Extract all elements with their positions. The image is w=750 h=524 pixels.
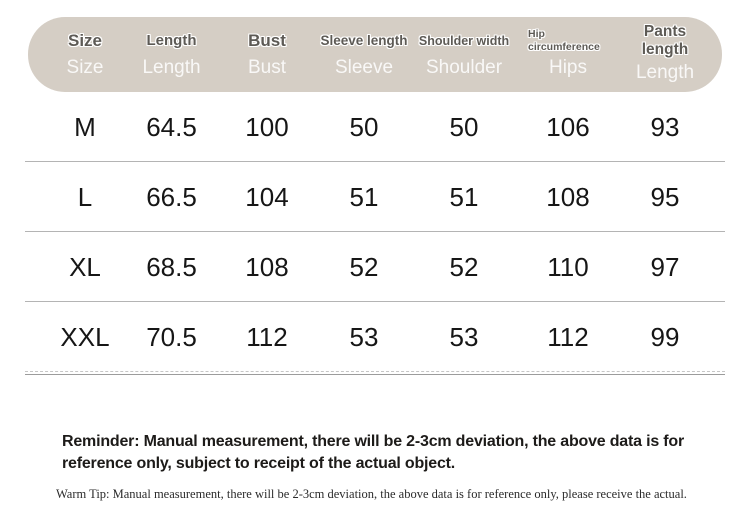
column-header-sleeve: Sleeve length Sleeve <box>316 17 412 92</box>
length-value: 68.5 <box>146 251 197 282</box>
shoulder-value: 53 <box>449 321 479 352</box>
column-header-hips: Hip circumference Hips <box>516 17 620 92</box>
sleeve-value: 50 <box>349 111 379 142</box>
bust-value: 108 <box>245 251 289 282</box>
column-title: Shoulder width <box>418 33 510 48</box>
column-header-length: Length Length <box>125 17 218 92</box>
reminder-note: Reminder: Manual measurement, there will… <box>62 431 722 475</box>
shoulder-value: 51 <box>449 181 479 212</box>
column-title: Hip circumference <box>528 28 600 53</box>
hips-value: 108 <box>546 181 590 212</box>
hips-value: 110 <box>547 251 589 282</box>
size-label: M <box>74 111 96 142</box>
size-chart-header: Size Size Length Length Bust Bust Sleeve… <box>0 17 750 92</box>
size-label: XL <box>69 251 101 282</box>
column-header-pants: Pants length Length <box>620 17 710 92</box>
length-value: 64.5 <box>146 111 197 142</box>
column-title: Size <box>67 30 103 50</box>
bust-value: 104 <box>245 181 289 212</box>
column-title: Length <box>146 32 197 49</box>
pants-value: 97 <box>650 251 680 282</box>
pants-value: 93 <box>650 111 680 142</box>
column-title: Bust <box>248 30 286 50</box>
column-subtitle: Size <box>66 57 104 78</box>
length-value: 66.5 <box>146 181 197 212</box>
table-row-xl: XL 68.5 108 52 52 110 97 <box>0 232 750 302</box>
column-subtitle: Sleeve <box>334 57 394 78</box>
sleeve-value: 53 <box>349 321 379 352</box>
column-title: Pants length <box>641 22 689 58</box>
shoulder-value: 52 <box>449 251 479 282</box>
sleeve-value: 52 <box>349 251 379 282</box>
shoulder-value: 50 <box>449 111 479 142</box>
column-header-bust: Bust Bust <box>218 17 316 92</box>
column-title: Sleeve length <box>320 33 408 48</box>
size-label: L <box>77 181 93 212</box>
column-subtitle: Hips <box>548 57 587 78</box>
column-header-size: Size Size <box>45 17 125 92</box>
reminder-line-1: Reminder: Manual measurement, there will… <box>62 433 684 450</box>
reminder-line-2: reference only, subject to receipt of th… <box>62 455 456 472</box>
column-subtitle: Length <box>142 57 201 78</box>
pants-value: 99 <box>650 321 680 352</box>
pants-value: 95 <box>650 181 680 212</box>
column-header-shoulder: Shoulder width Shoulder <box>412 17 516 92</box>
hips-value: 112 <box>547 321 589 352</box>
sleeve-value: 51 <box>349 181 379 212</box>
bust-value: 112 <box>246 321 288 352</box>
warm-tip-note: Warm Tip: Manual measurement, there will… <box>56 487 687 501</box>
column-subtitle: Bust <box>247 57 287 78</box>
size-label: XXL <box>60 321 110 352</box>
column-subtitle: Shoulder <box>425 57 503 78</box>
table-row-m: M 64.5 100 50 50 106 93 <box>0 92 750 162</box>
header-background <box>28 17 722 92</box>
bust-value: 100 <box>245 111 289 142</box>
table-row-xxl: XXL 70.5 112 53 53 112 99 <box>0 302 750 375</box>
size-chart-body: M 64.5 100 50 50 106 93 L 66.5 104 51 51… <box>0 92 750 375</box>
hips-value: 106 <box>546 111 590 142</box>
column-subtitle: Length <box>635 61 695 83</box>
table-row-l: L 66.5 104 51 51 108 95 <box>0 162 750 232</box>
length-value: 70.5 <box>146 321 197 352</box>
